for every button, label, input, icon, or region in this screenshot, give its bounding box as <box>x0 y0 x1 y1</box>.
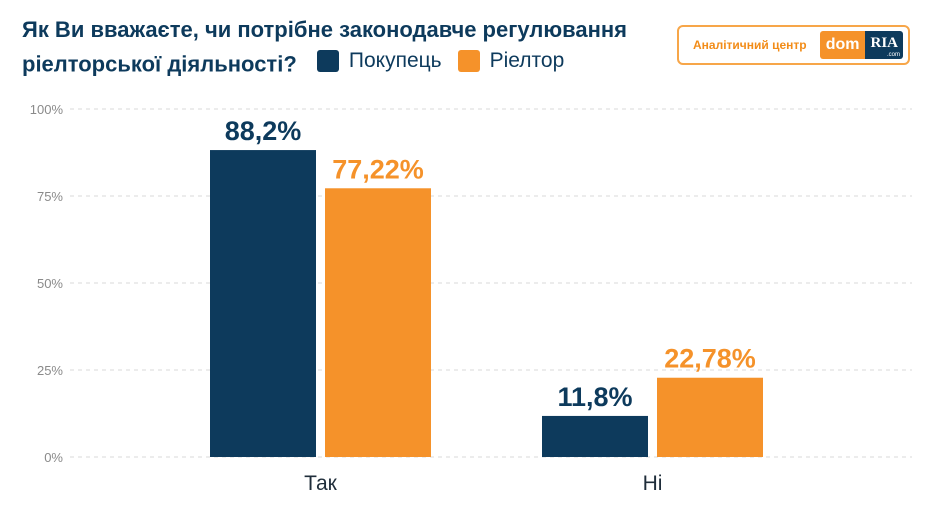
y-tick-label: 50% <box>37 276 63 291</box>
legend-item-buyer: Покупець <box>316 45 442 76</box>
category-label: Ні <box>643 472 663 495</box>
y-tick-label: 75% <box>37 189 63 204</box>
legend-swatch-buyer <box>316 49 339 72</box>
legend-swatch-realtor <box>457 49 480 72</box>
y-axis-ticks: 0% 25% 50% 75% 100% <box>30 102 64 465</box>
legend-label-buyer: Покупець <box>348 49 442 72</box>
category-label: Так <box>304 472 338 495</box>
grid-layer <box>70 108 912 458</box>
data-label: 77,22% <box>332 154 424 184</box>
legend-label-realtor: Ріелтор <box>489 49 565 72</box>
title-line-2-text: ріелторської діяльності? <box>22 51 297 77</box>
bars <box>210 150 763 457</box>
bar-realtor <box>325 188 431 457</box>
brand-box: Аналітичний центр dom RIA .com <box>677 25 910 65</box>
legend-item-realtor: Ріелтор <box>457 45 565 76</box>
logo-ria-suffix: .com <box>886 52 900 58</box>
y-tick-label: 25% <box>37 363 63 378</box>
title-line-1: Як Ви вважаєте, чи потрібне законодавче … <box>22 17 627 42</box>
y-tick-label: 100% <box>30 102 64 117</box>
data-label: 11,8% <box>557 382 632 412</box>
logo-ria-text: RIA .com <box>865 31 903 59</box>
chart-title: Як Ви вважаєте, чи потрібне законодавче … <box>22 14 627 80</box>
dom-ria-logo: dom RIA .com <box>819 31 903 59</box>
x-axis-categories: Так Ні <box>304 472 662 495</box>
bar-realtor <box>657 377 763 457</box>
legend: Покупець Ріелтор <box>316 45 580 76</box>
y-tick-label: 0% <box>44 450 63 465</box>
bar-buyer <box>542 415 648 457</box>
data-label: 22,78% <box>664 344 756 374</box>
brand-caption: Аналітичний центр <box>693 38 807 52</box>
logo-ria-word: RIA <box>870 35 898 51</box>
logo-dom-text: dom <box>819 31 866 59</box>
title-line-2: ріелторської діяльності? Покупець Ріелто… <box>22 45 627 80</box>
data-label: 88,2% <box>225 116 302 146</box>
bar-buyer <box>210 150 316 457</box>
data-labels: 88,2% 77,22% 11,8% 22,78% <box>225 116 756 412</box>
